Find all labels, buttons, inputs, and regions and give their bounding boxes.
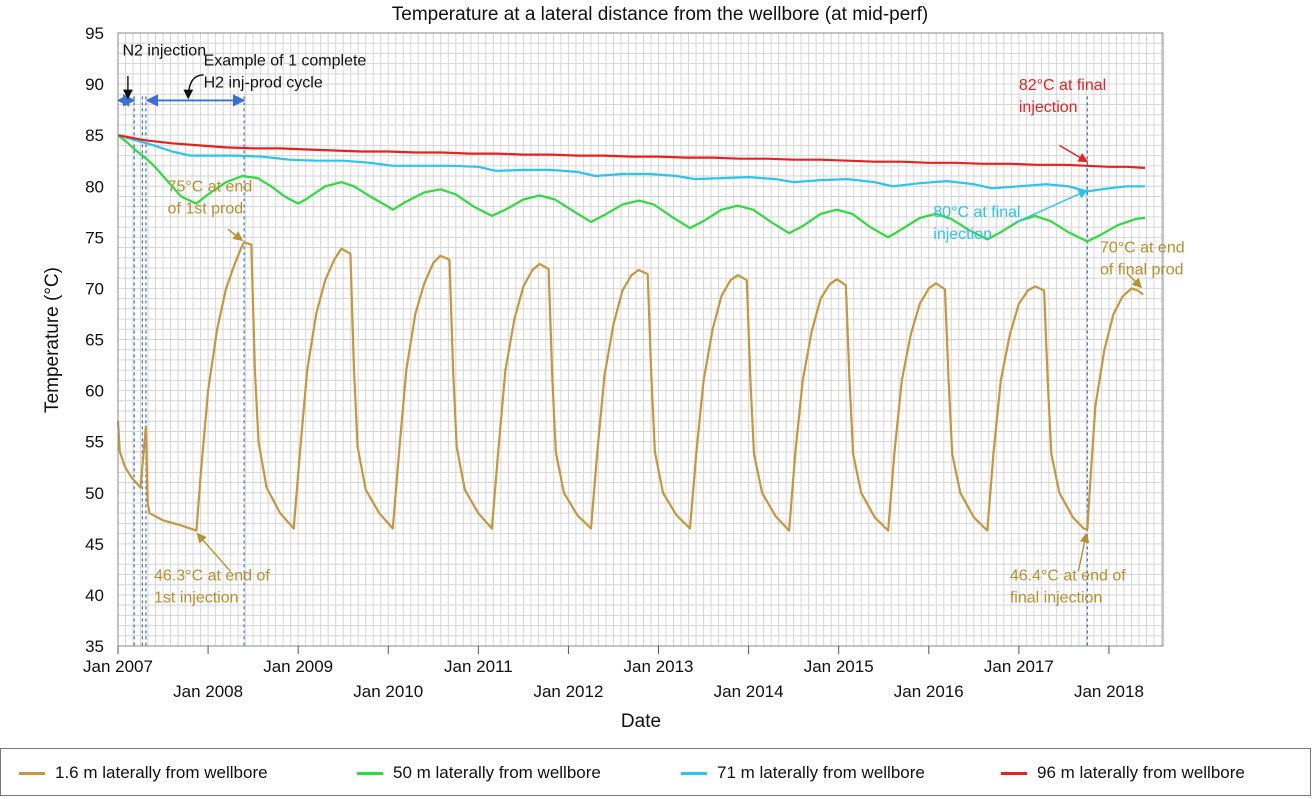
y-tick-label: 35 [85,637,104,656]
legend-label: 1.6 m laterally from wellbore [55,763,268,782]
x-tick-label: Jan 2016 [894,682,964,701]
x-tick-label: Jan 2018 [1074,682,1144,701]
annotation-arrow [1126,272,1143,289]
legend-item-50m: 50 m laterally from wellbore [357,749,601,797]
x-axis-ticks: Jan 2007 Jan 2009 Jan 2011 Jan 2013 Jan 2015… [83,646,1144,701]
legend-swatch [357,771,383,775]
grid [117,32,1163,647]
temperature-chart: Temperature at a lateral distance from t… [42,4,1185,732]
annotation-blue80: injection [933,226,992,243]
y-tick-label: 45 [85,535,104,554]
annotation-arrow [227,228,244,242]
annotation-green75: 75°C at end [168,178,253,195]
chart-title: Temperature at a lateral distance from t… [392,4,928,25]
x-tick-label: Jan 2007 [83,657,153,676]
annotation-gold464: 46.4°C at end of [1010,568,1126,585]
series-50m [117,134,1146,243]
annotation-gold463: 46.3°C at end of [154,568,270,585]
series-71m [117,134,1145,193]
series-1-6m [116,241,1144,532]
legend-label: 50 m laterally from wellbore [393,763,601,782]
annotation-gold70: of final prod [1100,262,1184,279]
y-axis-ticks: 35 40 45 50 55 60 65 70 75 80 85 90 95 [85,24,104,656]
y-tick-label: 80 [85,177,104,196]
cycle-marker-lines [133,96,1088,646]
x-tick-label: Jan 2010 [353,682,423,701]
x-axis-label: Date [621,711,661,732]
y-tick-label: 60 [85,382,104,401]
y-tick-label: 75 [85,228,104,247]
y-tick-label: 50 [85,484,104,503]
y-tick-label: 95 [85,24,104,43]
annotation-n2: N2 injection [123,42,207,59]
x-tick-label: Jan 2011 [444,657,513,676]
y-axis-label: Temperature (°C) [42,267,63,413]
y-tick-label: 70 [85,279,104,298]
series-96m [117,134,1146,169]
legend-swatch [1001,771,1027,775]
x-tick-label: Jan 2012 [533,682,603,701]
annotation-arrow [1059,144,1089,163]
x-tick-label: Jan 2008 [173,682,243,701]
annotation-arrow [196,532,232,572]
x-tick-label: Jan 2017 [984,657,1054,676]
x-tick-label: Jan 2015 [804,657,874,676]
annotation-arrow [1077,532,1090,572]
annotation-gold463: 1st injection [154,590,239,607]
legend-swatch [19,771,45,775]
legend-swatch [681,771,707,775]
annotation-gold70: 70°C at end [1100,240,1185,257]
x-tick-label: Jan 2014 [714,682,784,701]
annotation-red82: 82°C at final [1019,77,1106,94]
plot-frame [117,32,1164,647]
y-tick-label: 55 [85,433,104,452]
legend-label: 71 m laterally from wellbore [717,763,925,782]
legend-item-71m: 71 m laterally from wellbore [681,749,925,797]
annotation-arrow [1014,189,1089,224]
legend: 1.6 m laterally from wellbore 50 m later… [0,748,1311,796]
annotation-blue80: 80°C at final [933,204,1020,221]
annotation-green75: of 1st prod [168,200,244,217]
series-lines [116,134,1146,532]
annotation-cycle: H2 inj-prod cycle [204,75,323,92]
y-tick-label: 85 [85,126,104,145]
annotation-cycle: Example of 1 complete [204,53,367,70]
annotation-red82: injection [1019,99,1078,116]
x-tick-label: Jan 2013 [624,657,694,676]
legend-label: 96 m laterally from wellbore [1037,763,1245,782]
legend-item-1-6m: 1.6 m laterally from wellbore [19,749,268,797]
annotation-gold464: final injection [1010,590,1103,607]
y-tick-label: 40 [85,586,104,605]
y-tick-label: 90 [85,75,104,94]
annotation-arrow [183,74,204,100]
legend-item-96m: 96 m laterally from wellbore [1001,749,1245,797]
y-tick-label: 65 [85,331,104,350]
x-tick-label: Jan 2009 [263,657,333,676]
